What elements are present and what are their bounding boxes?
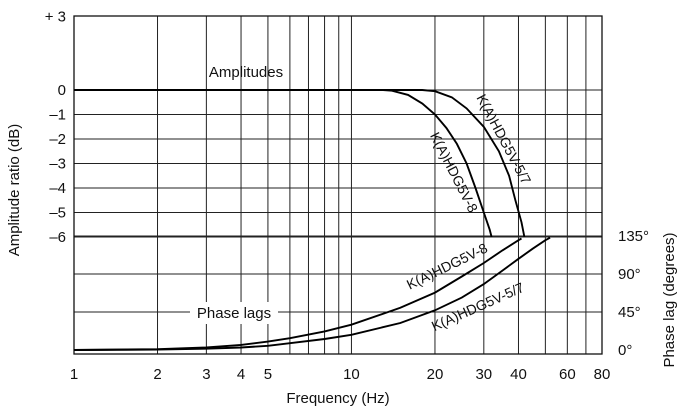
left-axis-title: Amplitude ratio (dB) (6, 124, 23, 257)
x-axis-title: Frequency (Hz) (286, 390, 389, 407)
left-tick-label: –4 (49, 180, 66, 197)
x-tick-label: 30 (475, 366, 492, 383)
x-tick-label: 60 (559, 366, 576, 383)
grid-layer (74, 16, 602, 354)
right-tick-label: 135° (618, 228, 649, 245)
left-tick-label: + 3 (45, 9, 66, 26)
left-tick-label: –5 (49, 205, 66, 222)
left-tick-label: –6 (49, 229, 66, 246)
tick-layer: + 3 0 –1 –2 –3 –4 –5 –6 135° 90° 45° 0° 1 2 3 4 5 10 20 30 4… (45, 9, 649, 384)
amplitude-curve-k-a-hdg5v-5-7 (74, 89, 526, 238)
right-axis-title: Phase lag (degrees) (661, 232, 678, 367)
label-layer: Frequency (Hz) Amplitude ratio (dB) Phas… (6, 64, 678, 407)
x-tick-label: 80 (594, 366, 611, 383)
phase-lags-annotation-background (190, 302, 278, 324)
x-tick-label: 20 (427, 366, 444, 383)
right-tick-label: 45° (618, 304, 641, 321)
x-tick-label: 5 (264, 366, 272, 383)
x-tick-label: 1 (70, 366, 78, 383)
phase-curve-k-a-hdg5v-8 (73, 237, 522, 351)
right-tick-label: 90° (618, 266, 641, 283)
left-tick-label: –3 (49, 156, 66, 173)
left-tick-label: 0 (58, 82, 66, 99)
x-tick-label: 10 (343, 366, 360, 383)
phase-lags-annotation: Phase lags (197, 305, 271, 322)
right-tick-label: 0° (618, 342, 632, 359)
x-tick-label: 40 (510, 366, 527, 383)
x-tick-label: 2 (153, 366, 161, 383)
amplitudes-annotation: Amplitudes (209, 64, 283, 81)
x-tick-label: 3 (202, 366, 210, 383)
x-tick-label: 4 (237, 366, 245, 383)
curve-layer: K(A)HDG5V-8K(A)HDG5V-5/7K(A)HDG5V-8K(A)H… (73, 89, 551, 351)
phase-curve-k-a-hdg5v-5-7 (73, 236, 551, 351)
left-tick-label: –2 (49, 131, 66, 148)
plot-frame (73, 15, 603, 355)
left-tick-label: –1 (49, 107, 66, 124)
